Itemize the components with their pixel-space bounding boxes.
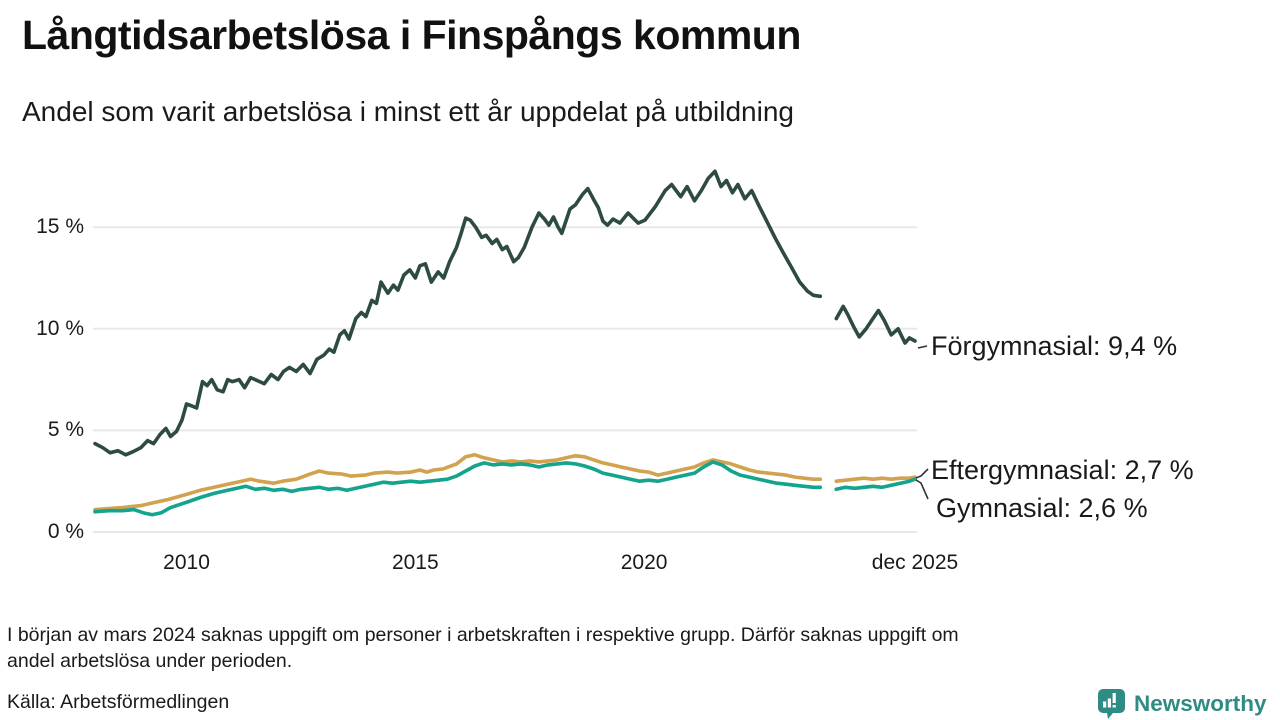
label-connector-gymnasial (915, 479, 929, 500)
page-subtitle: Andel som varit arbetslösa i minst ett å… (22, 96, 794, 127)
series-line-gymnasial (93, 460, 917, 517)
x-axis-tick-2010: 2010 (163, 551, 210, 574)
series-label-eftergymnasial: Eftergymnasial: 2,7 % (931, 455, 1194, 485)
x-axis-tick-2020: 2020 (620, 551, 668, 574)
x-axis-tick-2015: 2015 (391, 551, 439, 574)
page-title: Långtidsarbetslösa i Finspångs kommun (22, 12, 801, 58)
source-note: Källa: Arbetsförmedlingen (7, 691, 230, 713)
footnote-line-2: andel arbetslösa under perioden. (7, 650, 293, 672)
y-axis-tick-15: 15 % (36, 215, 84, 239)
series-line-forgymnasial (93, 169, 917, 457)
newsworthy-logo-text: Newsworthy (1134, 690, 1267, 716)
newsworthy-logo: Newsworthy (1096, 687, 1267, 720)
y-axis-tick-10: 10 % (36, 316, 84, 340)
series-label-gymnasial: Gymnasial: 2,6 % (936, 493, 1148, 523)
unemployment-line-chart (93, 169, 929, 533)
newsworthy-logo-icon (1098, 689, 1125, 719)
label-connector-forgymnasial (917, 345, 928, 349)
y-axis-tick-5: 5 % (47, 418, 84, 442)
x-axis-tick-dec-2025: dec 2025 (871, 551, 959, 574)
series-label-forgymnasial: Förgymnasial: 9,4 % (931, 331, 1178, 361)
footnote-line-1: I början av mars 2024 saknas uppgift om … (7, 624, 959, 646)
label-connector-eftergymnasial (915, 468, 929, 479)
y-axis-tick-0: 0 % (47, 520, 84, 543)
series-line-eftergymnasial (93, 453, 917, 512)
